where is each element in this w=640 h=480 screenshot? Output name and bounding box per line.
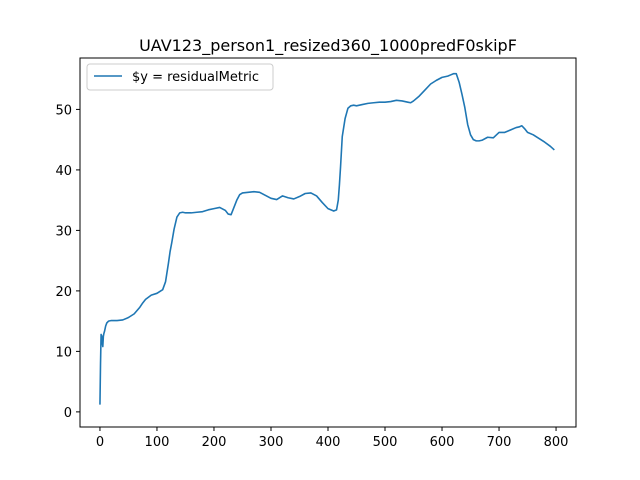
plot-background	[80, 58, 576, 427]
y-tick-label: 20	[55, 285, 72, 300]
x-tick-label: 400	[316, 435, 341, 450]
x-tick-label: 200	[202, 435, 227, 450]
x-tick-label: 0	[96, 435, 104, 450]
chart-title: UAV123_person1_resized360_1000predF0skip…	[139, 36, 517, 56]
x-tick-label: 800	[544, 435, 569, 450]
y-tick-label: 40	[55, 164, 72, 179]
series-layer	[99, 72, 555, 405]
series-line-0	[99, 72, 555, 405]
legend-box	[86, 63, 274, 91]
plot-area: 0 100 200 300 400 500 600 700 800 0 10 20 30 40 50	[55, 57, 577, 450]
x-tick-label: 600	[430, 435, 455, 450]
x-tick-label: 100	[145, 435, 170, 450]
x-tick-label: 700	[487, 435, 512, 450]
legend-label: $y = residualMetric	[132, 70, 259, 85]
y-tick-label: 30	[55, 224, 72, 239]
y-tick-label: 50	[55, 103, 72, 118]
legend: $y = residualMetric	[86, 63, 274, 91]
axes-layer: 0 100 200 300 400 500 600 700 800 0 10 20 30 40 50	[55, 57, 577, 450]
x-tick-label: 300	[259, 435, 284, 450]
y-tick-label: 10	[55, 345, 72, 360]
y-tick-label: 0	[64, 406, 72, 421]
x-tick-label: 500	[373, 435, 398, 450]
